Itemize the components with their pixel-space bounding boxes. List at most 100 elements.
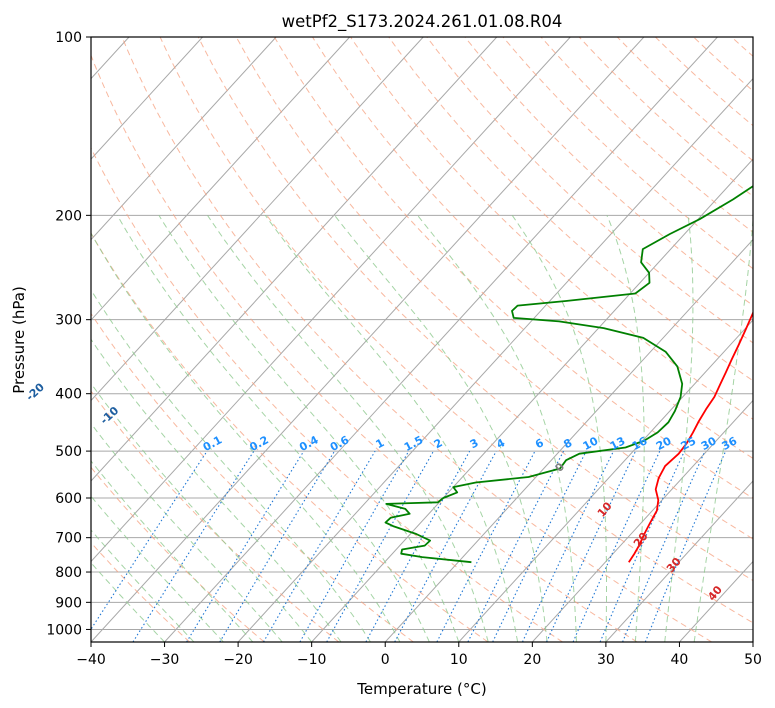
mixing-ratio-label-6: 2 — [432, 436, 445, 451]
series-group — [384, 185, 753, 564]
background-lines — [91, 37, 775, 642]
y-tick-label-2: 300 — [55, 313, 82, 329]
moist-adiabat-label-2: 20 — [631, 530, 651, 550]
isotherm — [91, 37, 498, 482]
mixing-ratio-line-7 — [365, 450, 471, 642]
isotherm — [91, 37, 645, 642]
y-tick-label-7: 800 — [55, 565, 82, 581]
isotherm — [458, 319, 753, 642]
isotherm — [752, 641, 753, 642]
x-tick-label-7: 30 — [597, 652, 615, 668]
mixing-ratio-line-2 — [186, 450, 305, 642]
y-tick-label-3: 400 — [55, 387, 82, 403]
dry-adiabat — [502, 37, 753, 270]
mixing-ratio-label-13: 16 — [630, 434, 650, 453]
x-tick-label-6: 20 — [523, 652, 541, 668]
x-tick-label-0: −40 — [76, 652, 106, 668]
mixing-ratio-line-6 — [326, 450, 434, 642]
dry-adiabat — [312, 37, 753, 460]
moist-adiabat — [417, 214, 577, 642]
y-tick-label-8: 900 — [55, 595, 82, 611]
isotherm — [679, 560, 753, 642]
mixing-ratio-line-0 — [91, 450, 208, 631]
mixing-ratio-label-14: 20 — [654, 434, 674, 453]
moist-adiabat — [91, 232, 401, 642]
series-line-1 — [384, 185, 753, 564]
isotherm — [605, 480, 753, 642]
dry-adiabat — [464, 37, 753, 307]
moist-adiabat-label-1: 10 — [595, 499, 615, 519]
mixing-ratio-line-1 — [132, 450, 255, 642]
mixing-ratio-line-11 — [492, 450, 587, 642]
dry-adiabat — [91, 146, 563, 642]
moist-adiabat — [91, 529, 195, 642]
mixing-ratio-label-15: 25 — [679, 434, 699, 453]
dry-adiabat — [655, 37, 753, 127]
mixing-ratio-line-10 — [467, 450, 565, 642]
mixing-ratio-label-7: 3 — [468, 436, 481, 451]
dry-adiabat — [159, 37, 753, 624]
mixing-ratio-line-17 — [644, 450, 727, 642]
series-line-0 — [628, 310, 753, 563]
mixing-ratio-line-3 — [219, 450, 336, 642]
moist-adiabat — [264, 215, 519, 642]
mixing-ratio-line-16 — [622, 450, 706, 642]
y-tick-label-9: 1000 — [46, 622, 82, 638]
mixing-ratio-label-9: 6 — [533, 436, 546, 451]
y-tick-label-6: 700 — [55, 531, 82, 547]
mixing-ratio-label-17: 36 — [720, 434, 740, 453]
y-axis-title: Pressure (hPa) — [10, 286, 28, 394]
dry-adiabat — [91, 466, 265, 642]
isotherm — [91, 37, 277, 241]
isotherm — [531, 399, 753, 642]
isotherm — [91, 37, 203, 160]
x-tick-label-1: −30 — [150, 652, 180, 668]
dry-adiabat — [235, 37, 753, 540]
moist-adiabat — [606, 215, 645, 642]
isotherm — [91, 37, 351, 321]
dry-adiabat — [91, 541, 191, 642]
isotherm — [91, 37, 571, 563]
dry-adiabat — [426, 37, 753, 344]
y-tick-label-5: 600 — [55, 491, 82, 507]
moist-adiabat — [207, 215, 489, 642]
x-tick-label-9: 50 — [744, 652, 762, 668]
moist-adiabat — [91, 289, 371, 642]
moist-adiabat — [91, 562, 165, 642]
moist-adiabat — [511, 215, 607, 642]
moist-adiabat — [91, 338, 342, 642]
dry-adiabat — [197, 37, 753, 582]
moist-adiabat — [91, 382, 313, 642]
moist-adiabat — [158, 215, 460, 642]
moist-adiabat — [91, 422, 283, 642]
isotherm — [91, 37, 424, 402]
mixing-ratio-label-4: 1 — [374, 436, 387, 451]
mixing-ratio-label-11: 10 — [581, 434, 601, 453]
moist-adiabat — [116, 215, 430, 642]
mixing-ratio-label-12: 13 — [608, 434, 628, 453]
x-axis: −40 −30 −20 −10 0 10 20 30 40 50 — [76, 642, 762, 668]
moist-adiabat — [693, 215, 753, 642]
dry-adiabat — [121, 37, 713, 642]
mixing-ratio-line-4 — [263, 450, 376, 642]
dry-adiabat-label-9: -10 — [98, 404, 122, 427]
dry-adiabat — [770, 37, 775, 642]
dry-adiabat — [273, 37, 753, 499]
mixing-ratio-line-5 — [299, 450, 410, 642]
moist-adiabat — [91, 460, 254, 642]
x-tick-label-8: 40 — [671, 652, 689, 668]
mixing-ratio-line-12 — [521, 450, 614, 642]
moist-adiabat — [91, 495, 224, 642]
y-axis: 100 200 300 400 500 600 700 800 900 1000 — [46, 30, 91, 638]
isotherm — [164, 37, 718, 642]
mixing-ratio-line-15 — [599, 450, 685, 642]
moist-adiabat-label-4: 40 — [705, 583, 725, 603]
mixing-ratio-label-10: 8 — [561, 436, 574, 451]
dry-adiabat — [578, 37, 753, 197]
y-tick-label-0: 100 — [55, 30, 82, 46]
x-tick-label-3: −10 — [297, 652, 327, 668]
moist-adiabat — [334, 214, 548, 642]
dry-adiabat — [91, 54, 638, 642]
dry-adiabat — [540, 37, 753, 233]
